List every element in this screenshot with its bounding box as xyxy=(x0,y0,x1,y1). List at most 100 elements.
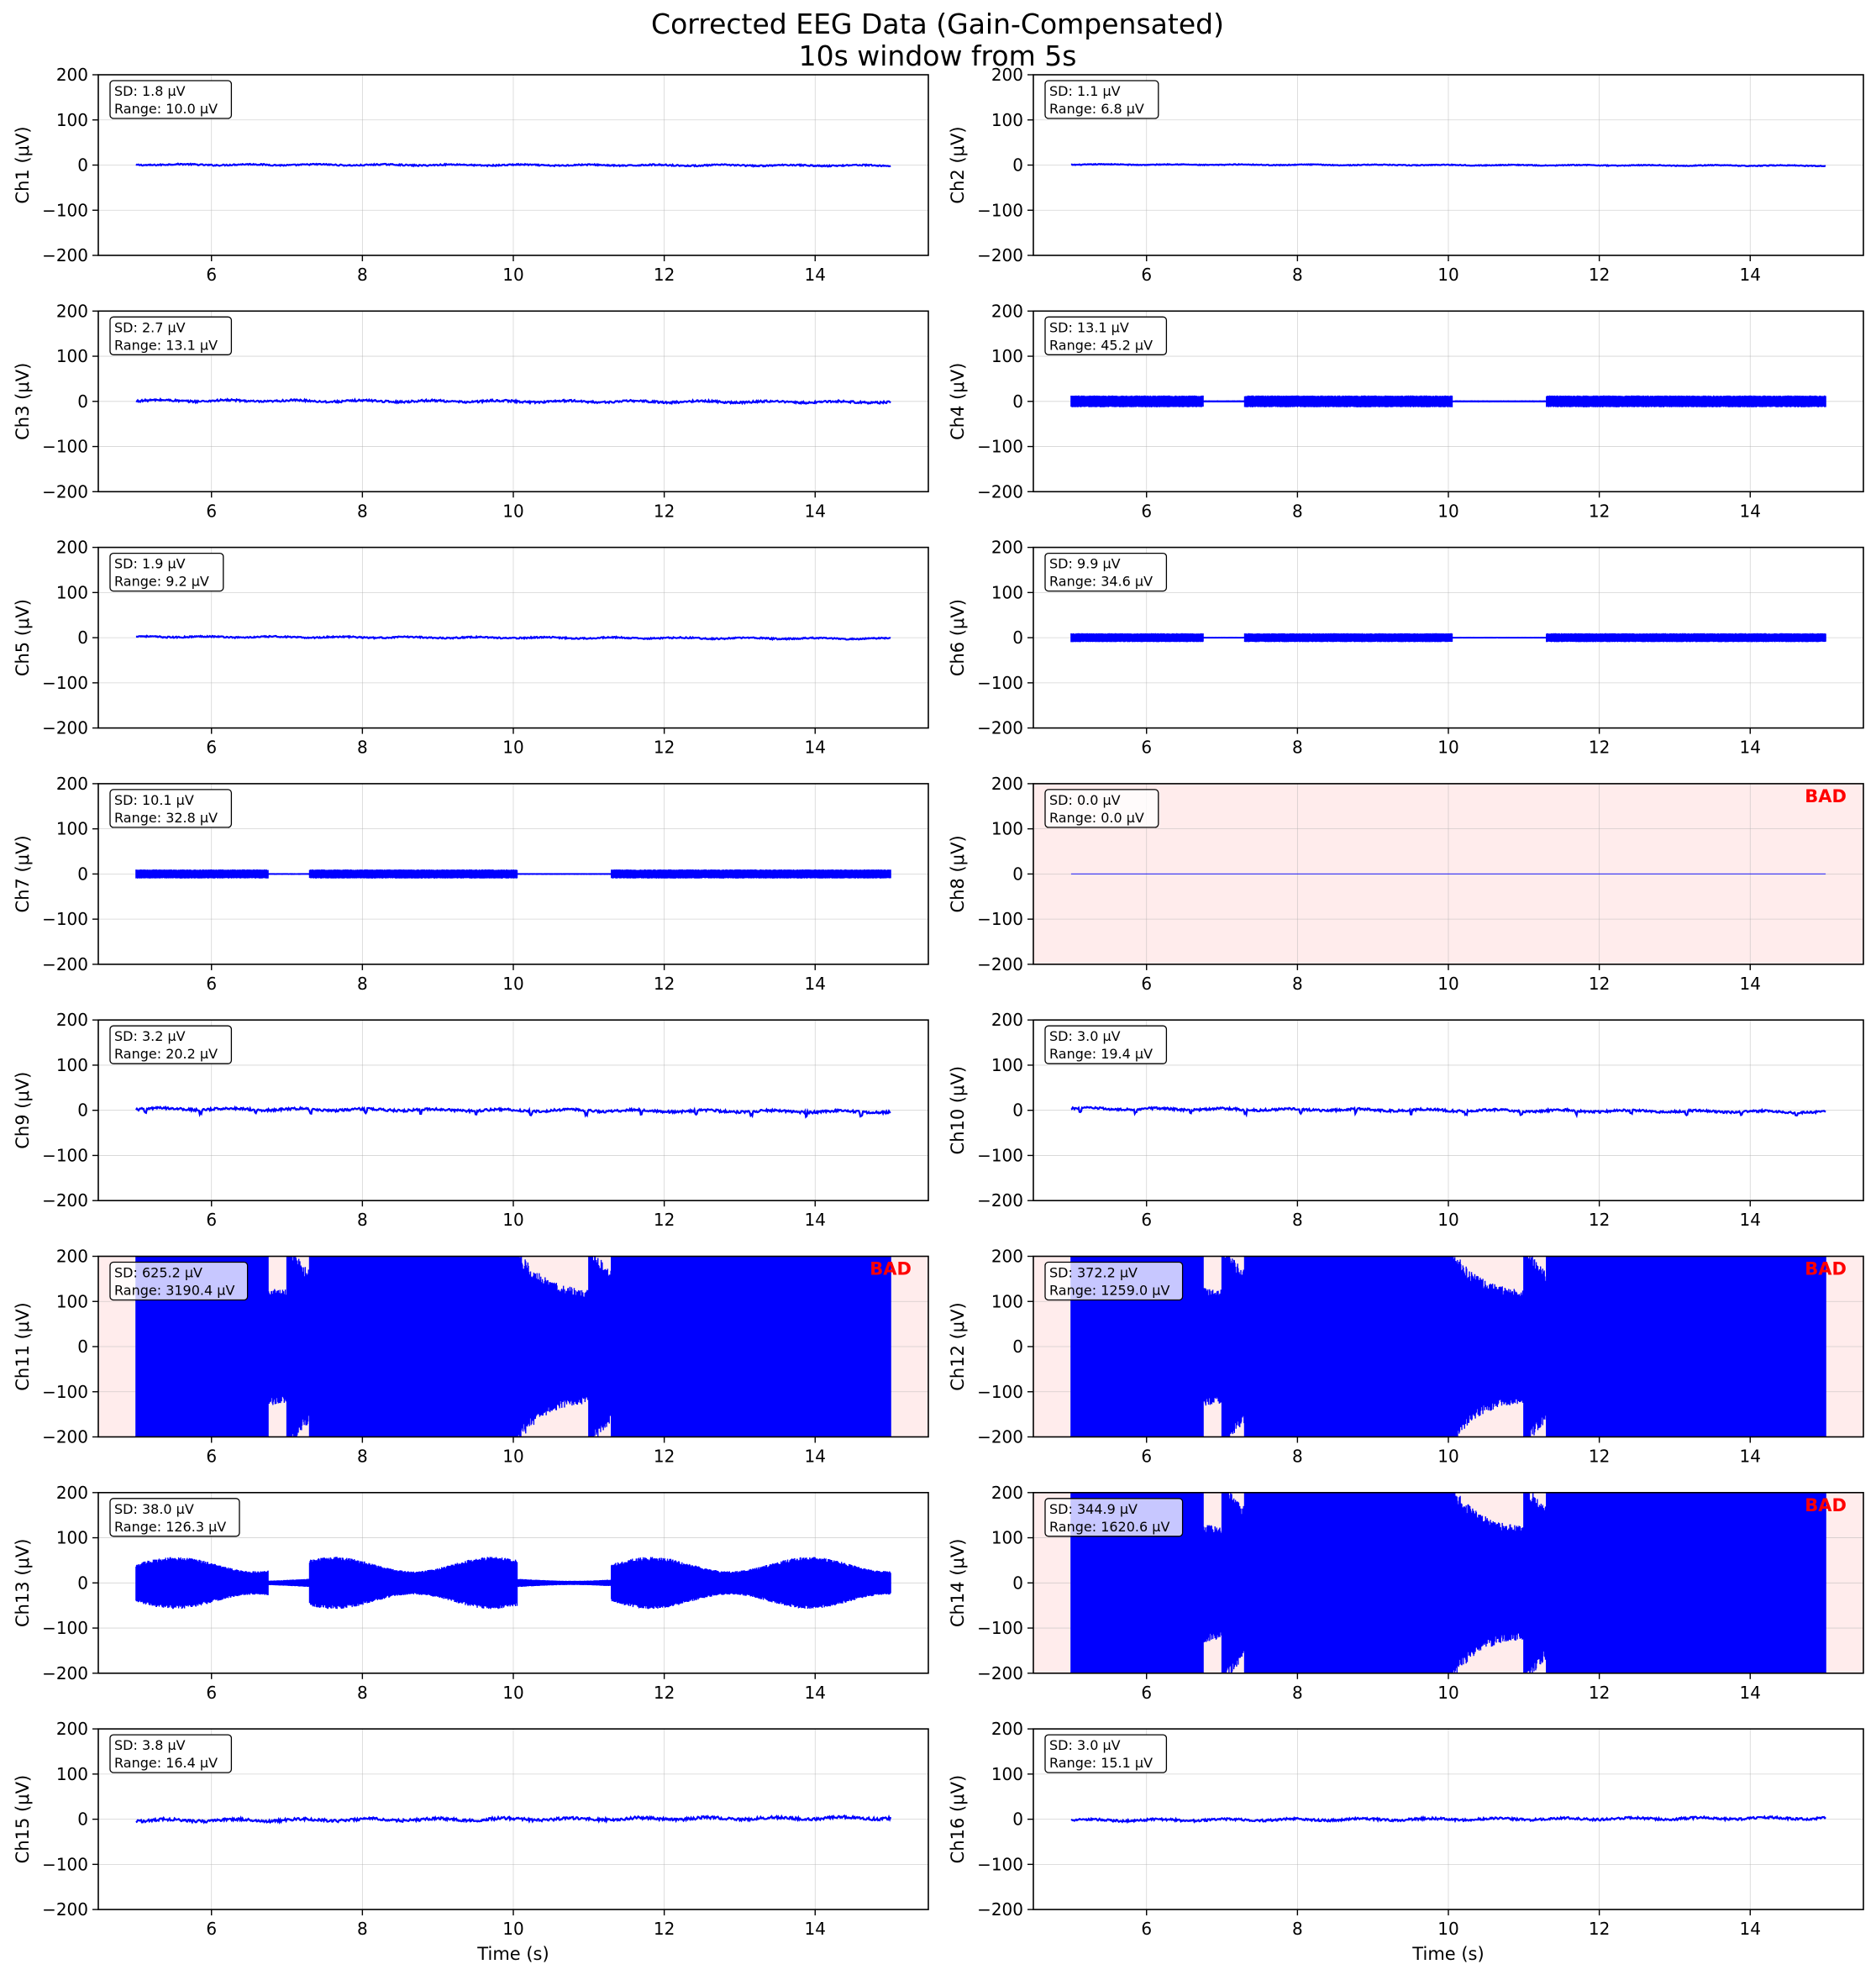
x-tick-label: 6 xyxy=(1141,501,1152,521)
y-tick-label: 200 xyxy=(56,1247,88,1267)
range-label: Range: 3190.4 μV xyxy=(114,1283,234,1299)
x-tick-label: 6 xyxy=(206,1447,217,1467)
signal-trace xyxy=(1070,1815,1826,1825)
y-tick-label: 0 xyxy=(77,1337,88,1357)
signal-trace xyxy=(135,397,891,406)
signal-trace xyxy=(135,869,891,879)
x-tick-label: 12 xyxy=(1589,1447,1610,1467)
y-tick-label: 0 xyxy=(77,1809,88,1830)
y-tick-label: −100 xyxy=(977,200,1023,220)
y-tick-label: 0 xyxy=(1012,628,1023,648)
y-tick-label: −100 xyxy=(977,1854,1023,1874)
y-tick-label: −200 xyxy=(42,1190,88,1211)
signal-trace xyxy=(135,634,891,642)
range-label: Range: 32.8 μV xyxy=(114,810,218,826)
x-tick-label: 8 xyxy=(1292,501,1303,521)
x-tick-label: 8 xyxy=(1292,1683,1303,1703)
y-tick-label: 0 xyxy=(1012,155,1023,176)
y-axis-label: Ch13 (μV) xyxy=(13,1539,33,1627)
wiggle-trace xyxy=(135,634,891,642)
signal-trace xyxy=(135,162,891,168)
signal-trace xyxy=(1070,1492,1826,1673)
y-tick-label: 100 xyxy=(991,346,1023,366)
wiggle-trace xyxy=(135,1814,892,1825)
figure-subtitle: 10s window from 5s xyxy=(799,39,1077,72)
signal-trace xyxy=(135,1105,891,1119)
range-label: Range: 15.1 μV xyxy=(1049,1755,1153,1771)
x-tick-label: 10 xyxy=(502,1447,523,1467)
x-tick-label: 6 xyxy=(1141,265,1152,285)
x-tick-label: 10 xyxy=(1437,974,1458,994)
stat-box xyxy=(1044,1025,1168,1064)
range-label: Range: 9.2 μV xyxy=(114,574,209,590)
x-tick-label: 8 xyxy=(1292,974,1303,994)
x-tick-label: 6 xyxy=(1141,1919,1152,1939)
channel-panel-ch6: 200 100 0 −100 −200 6 8 10 12 14 Ch6 (μV) SD: 9.9 μ… xyxy=(948,538,1864,758)
y-axis-label: Ch4 (μV) xyxy=(948,363,968,440)
y-tick-label: 0 xyxy=(1012,1100,1023,1121)
signal-trace xyxy=(1070,633,1826,643)
y-tick-label: −200 xyxy=(977,1899,1023,1920)
x-tick-label: 10 xyxy=(502,1210,523,1230)
y-tick-label: 200 xyxy=(56,301,88,321)
x-tick-label: 12 xyxy=(654,974,675,994)
sd-label: SD: 1.9 μV xyxy=(114,556,186,572)
y-axis-label: Ch11 (μV) xyxy=(13,1302,33,1390)
x-tick-label: 10 xyxy=(502,974,523,994)
y-tick-label: 0 xyxy=(1012,1337,1023,1357)
y-tick-label: −100 xyxy=(42,909,88,929)
y-tick-label: 200 xyxy=(991,774,1023,794)
x-tick-label: 10 xyxy=(1437,738,1458,758)
y-tick-label: 100 xyxy=(991,110,1023,130)
y-tick-label: −200 xyxy=(42,718,88,738)
x-tick-label: 8 xyxy=(357,738,368,758)
y-axis-label: Ch10 (μV) xyxy=(948,1066,968,1154)
x-tick-label: 12 xyxy=(1589,1683,1610,1703)
y-tick-label: 100 xyxy=(991,1764,1023,1784)
y-tick-label: 200 xyxy=(56,65,88,85)
signal-trace xyxy=(135,1256,891,1437)
x-tick-label: 14 xyxy=(805,738,826,758)
signal-trace xyxy=(1070,162,1826,168)
y-tick-label: 200 xyxy=(991,65,1023,85)
range-label: Range: 126.3 μV xyxy=(114,1519,226,1535)
signal-trace xyxy=(135,1814,892,1825)
x-tick-label: 14 xyxy=(805,1919,826,1939)
y-tick-label: 200 xyxy=(56,1010,88,1030)
y-tick-label: 200 xyxy=(56,1719,88,1739)
y-tick-label: −200 xyxy=(977,954,1023,974)
x-axis-label: Time (s) xyxy=(476,1944,549,1964)
y-tick-label: −100 xyxy=(977,1145,1023,1165)
y-tick-label: −200 xyxy=(977,1663,1023,1683)
y-tick-label: 200 xyxy=(991,538,1023,558)
x-tick-label: 12 xyxy=(1589,974,1610,994)
range-label: Range: 34.6 μV xyxy=(1049,574,1153,590)
sd-label: SD: 3.2 μV xyxy=(114,1028,186,1044)
x-tick-label: 8 xyxy=(357,265,368,285)
y-axis-label: Ch15 (μV) xyxy=(13,1775,33,1863)
sd-label: SD: 9.9 μV xyxy=(1049,556,1121,572)
sd-label: SD: 0.0 μV xyxy=(1049,792,1121,808)
y-tick-label: 100 xyxy=(991,1055,1023,1075)
sd-label: SD: 1.1 μV xyxy=(1049,83,1121,99)
stat-box xyxy=(109,1261,249,1301)
wiggle-trace xyxy=(1070,1106,1826,1119)
range-label: Range: 20.2 μV xyxy=(114,1046,218,1062)
x-tick-label: 8 xyxy=(357,974,368,994)
channel-panel-ch5: 200 100 0 −100 −200 6 8 10 12 14 Ch5 (μV) SD: 1.9 μ… xyxy=(13,538,929,758)
oscillation-trace xyxy=(135,1557,891,1610)
y-tick-label: 200 xyxy=(991,1247,1023,1267)
y-tick-label: 200 xyxy=(56,1483,88,1503)
y-tick-label: 100 xyxy=(56,1291,88,1311)
sd-label: SD: 3.8 μV xyxy=(114,1737,186,1753)
stat-box xyxy=(1044,1734,1168,1773)
y-tick-label: 200 xyxy=(991,1010,1023,1030)
y-tick-label: −100 xyxy=(977,437,1023,457)
y-tick-label: 100 xyxy=(56,1528,88,1548)
wiggle-trace xyxy=(1070,1815,1826,1825)
channel-panel-ch4: 200 100 0 −100 −200 6 8 10 12 14 Ch4 (μV) SD: 13.1 … xyxy=(948,301,1864,521)
x-tick-label: 12 xyxy=(654,738,675,758)
stat-box xyxy=(109,1498,240,1537)
sd-label: SD: 372.2 μV xyxy=(1049,1265,1138,1281)
